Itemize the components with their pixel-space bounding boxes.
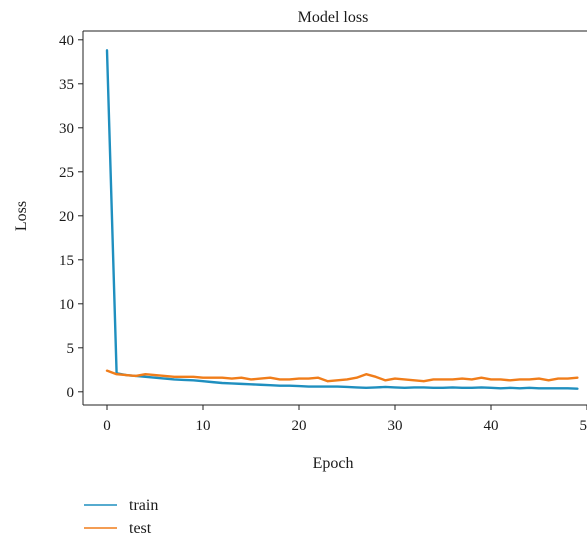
y-tick-label: 15 [59,253,74,269]
y-tick-label: 35 [59,77,74,93]
x-tick-label: 20 [292,418,307,434]
legend: train test [84,497,158,537]
axis-ticks: 0 5 10 15 20 25 30 35 40 0 10 20 30 40 50 [59,33,587,434]
chart-title: Model loss [298,9,369,26]
x-tick-label: 10 [196,418,211,434]
y-tick-label: 10 [59,297,74,313]
x-tick-label: 40 [484,418,499,434]
x-tick-label: 0 [103,418,111,434]
legend-label-train: train [129,497,158,514]
series-line-train [105,49,579,390]
x-tick-label: 30 [388,418,403,434]
y-axis-label: Loss [13,201,30,231]
y-tick-label: 40 [59,33,74,49]
y-tick-label: 25 [59,165,74,181]
series-line-test [105,369,579,383]
series-lines [105,49,579,390]
y-tick-label: 20 [59,209,74,225]
y-tick-label: 30 [59,121,74,137]
plot-frame [82,30,587,406]
x-axis-label: Epoch [313,455,354,472]
y-tick-label: 0 [67,385,75,401]
legend-label-test: test [129,520,152,537]
x-tick-label: 50 [580,418,587,434]
y-tick-label: 5 [67,341,75,357]
